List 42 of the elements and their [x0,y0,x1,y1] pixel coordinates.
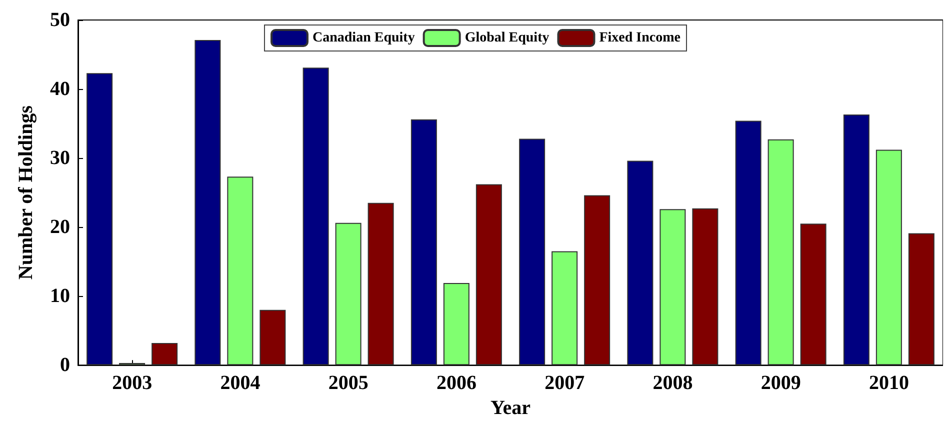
bar [627,160,654,366]
bar [552,251,578,366]
bar [410,119,437,366]
y-axis-title: Number of Holdings [15,105,37,280]
bar [876,150,902,366]
x-tick-label: 2004 [220,372,260,394]
bar [335,222,362,366]
y-tick-label: 40 [50,78,70,100]
y-tick-label: 30 [50,147,70,170]
x-tick-label: 2005 [328,372,368,394]
bar [260,310,286,366]
y-tick-label: 50 [50,9,70,31]
x-tick-label: 2010 [868,372,909,394]
bar [443,282,470,366]
bar [843,114,870,366]
bar [368,202,394,366]
x-tick-label: 2006 [436,372,476,394]
bar [735,120,762,366]
legend-label: Fixed Income [599,30,680,46]
x-axis-title: Year [490,397,531,419]
bar [194,40,221,366]
bar [227,176,254,366]
x-tick-label: 2008 [652,372,693,394]
bar [476,184,502,366]
y-tick-label: 0 [60,354,70,376]
legend-label: Canadian Equity [312,30,415,46]
x-tick-label: 2009 [760,372,801,394]
bar [152,343,178,366]
bar [800,224,826,366]
x-tick-label: 2007 [544,372,585,394]
bar [660,209,686,366]
bar [302,68,329,366]
bar [86,73,113,366]
bar [908,233,934,366]
bar [584,195,610,366]
y-tick-label: 10 [50,285,70,308]
bar [768,139,794,366]
bar [519,138,546,366]
legend-label: Global Equity [464,30,550,46]
x-tick-label: 2003 [112,372,152,394]
y-tick-label: 20 [50,216,70,238]
bar [692,208,718,366]
